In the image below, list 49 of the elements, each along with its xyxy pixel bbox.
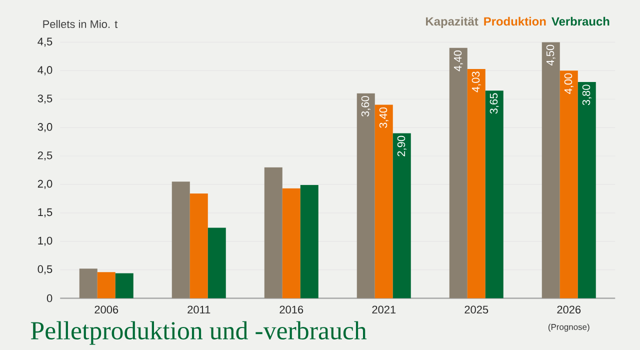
data-label: 4,00: [564, 73, 574, 94]
bar: [467, 68, 486, 298]
data-label: 4,40: [454, 50, 463, 72]
bar: [79, 268, 98, 298]
bar: [282, 188, 300, 298]
y-tick-label: 2,0: [38, 180, 52, 189]
text: Pelletproduktion und -verbrauch: [30, 321, 367, 345]
data-label: 2,90: [397, 136, 406, 156]
series-label: Kapazität: [426, 16, 478, 28]
bar: [542, 42, 560, 298]
data-label: 3,60: [361, 96, 370, 117]
text: Verbrauch: [552, 16, 610, 26]
y-tick-label: 1,5: [38, 208, 52, 218]
bar: [190, 194, 208, 298]
y-tick-label: 4,5: [38, 38, 52, 47]
bar: [449, 48, 468, 298]
bar: [578, 82, 596, 298]
bar: [264, 167, 282, 298]
x-tick-label: 2016: [280, 306, 304, 314]
data-label: 3,65: [490, 93, 499, 114]
text: Produktion: [484, 16, 546, 26]
text: (Prognose): [548, 324, 590, 332]
bar: [485, 90, 504, 298]
y-tick-label: 0: [46, 294, 52, 302]
x-tick-label: 2026: [557, 306, 581, 314]
bar: [115, 273, 134, 298]
y-axis-title: Pellets in Mio. t: [43, 20, 118, 28]
bar: [172, 182, 190, 298]
data-label: 4,03: [472, 72, 481, 92]
x-tick-label: 2006: [94, 306, 118, 314]
bar: [356, 93, 375, 298]
x-tick-label: 2021: [372, 306, 396, 314]
bar: [300, 185, 318, 298]
y-tick-label: 3,0: [38, 123, 52, 132]
bar: [208, 228, 226, 298]
y-tick-label: 0,5: [38, 265, 52, 274]
y-tick-label: 2,5: [38, 151, 52, 161]
data-label: 4,50: [546, 44, 556, 66]
bar: [97, 272, 116, 298]
bar: [560, 70, 578, 298]
y-tick-label: 3,5: [38, 94, 52, 104]
x-tick-label: 2011: [188, 306, 210, 314]
y-tick-label: 4,0: [38, 66, 52, 76]
y-tick-label: 1,0: [38, 236, 52, 246]
data-label: 3,80: [582, 84, 592, 106]
bar: [374, 104, 393, 298]
data-label: 3,40: [379, 107, 388, 128]
bar: [392, 133, 411, 298]
x-tick-label: 2025: [464, 306, 488, 314]
